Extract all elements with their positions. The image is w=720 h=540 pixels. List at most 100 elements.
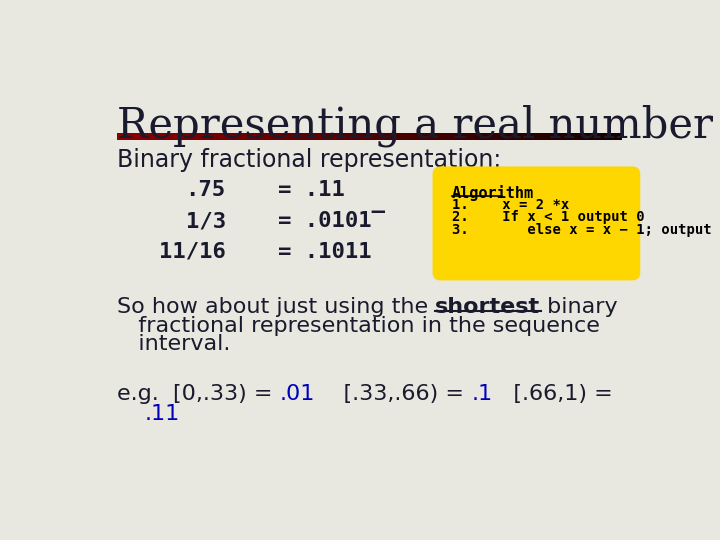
Bar [213,132,215,140]
Bar [349,132,351,140]
Bar [356,132,358,140]
Bar [256,132,259,140]
Bar [574,132,576,140]
Bar [439,132,442,140]
Bar [459,132,462,140]
Bar [451,132,454,140]
Bar [196,132,199,140]
Bar [144,132,146,140]
Bar [554,132,556,140]
Bar [124,132,126,140]
Text: 3.       else x = x − 1; output 1: 3. else x = x − 1; output 1 [452,222,720,237]
Bar [444,132,447,140]
Bar [518,132,521,140]
Bar [327,132,330,140]
Text: So how about just using the: So how about just using the [117,298,436,318]
Text: Algorithm: Algorithm [452,185,534,201]
Text: e.g.  [0,.33) =: e.g. [0,.33) = [117,384,280,404]
Bar [149,132,151,140]
Bar [274,132,276,140]
Bar [549,132,551,140]
Bar [614,132,616,140]
Bar [304,132,306,140]
Bar [495,132,498,140]
Bar [179,132,181,140]
Bar [550,132,553,140]
Bar [270,132,272,140]
Bar [362,132,365,140]
Bar [246,132,249,140]
Bar [129,132,131,140]
Text: binary: binary [541,298,618,318]
Bar [372,132,375,140]
Bar [347,132,350,140]
Bar [535,132,538,140]
Bar [208,132,210,140]
Bar [396,132,398,140]
Bar [572,132,575,140]
Bar [552,132,554,140]
Bar [138,132,140,140]
Bar [616,132,618,140]
Bar [344,132,346,140]
Bar [251,132,254,140]
Bar [240,132,242,140]
Bar [339,132,341,140]
Bar [342,132,345,140]
Bar [463,132,466,140]
Bar [507,132,509,140]
Bar [334,132,336,140]
Bar [454,132,457,140]
Bar [399,132,402,140]
Bar [203,132,205,140]
Bar [322,132,325,140]
Bar [145,132,148,140]
Bar [225,132,227,140]
Bar [480,132,482,140]
Bar [520,132,523,140]
Bar [154,132,156,140]
Bar [337,132,340,140]
Bar [418,132,420,140]
Bar [594,132,596,140]
Bar [336,132,338,140]
Bar [560,132,563,140]
Bar [132,132,135,140]
Bar [357,132,360,140]
Text: .1: .1 [472,384,492,404]
Bar [579,132,581,140]
Bar [446,132,449,140]
Bar [351,132,353,140]
Bar [397,132,400,140]
Bar [593,132,595,140]
Bar [280,132,282,140]
Bar [453,132,456,140]
Bar [502,132,504,140]
Bar [176,132,179,140]
Bar [472,132,474,140]
Bar [540,132,543,140]
Bar [505,132,508,140]
Bar [379,132,382,140]
Bar [537,132,539,140]
Bar [324,132,326,140]
Bar [469,132,472,140]
Bar [312,132,315,140]
Bar [523,132,526,140]
Bar [527,132,529,140]
Bar [545,132,548,140]
Bar [153,132,155,140]
Bar [130,132,133,140]
Bar [143,132,145,140]
Bar [517,132,519,140]
Bar [260,132,262,140]
Bar [233,132,235,140]
Bar [588,132,590,140]
Bar [555,132,558,140]
Bar [150,132,153,140]
Bar [309,132,311,140]
Bar [265,132,267,140]
Bar [416,132,418,140]
Bar [181,132,184,140]
Bar [194,132,197,140]
